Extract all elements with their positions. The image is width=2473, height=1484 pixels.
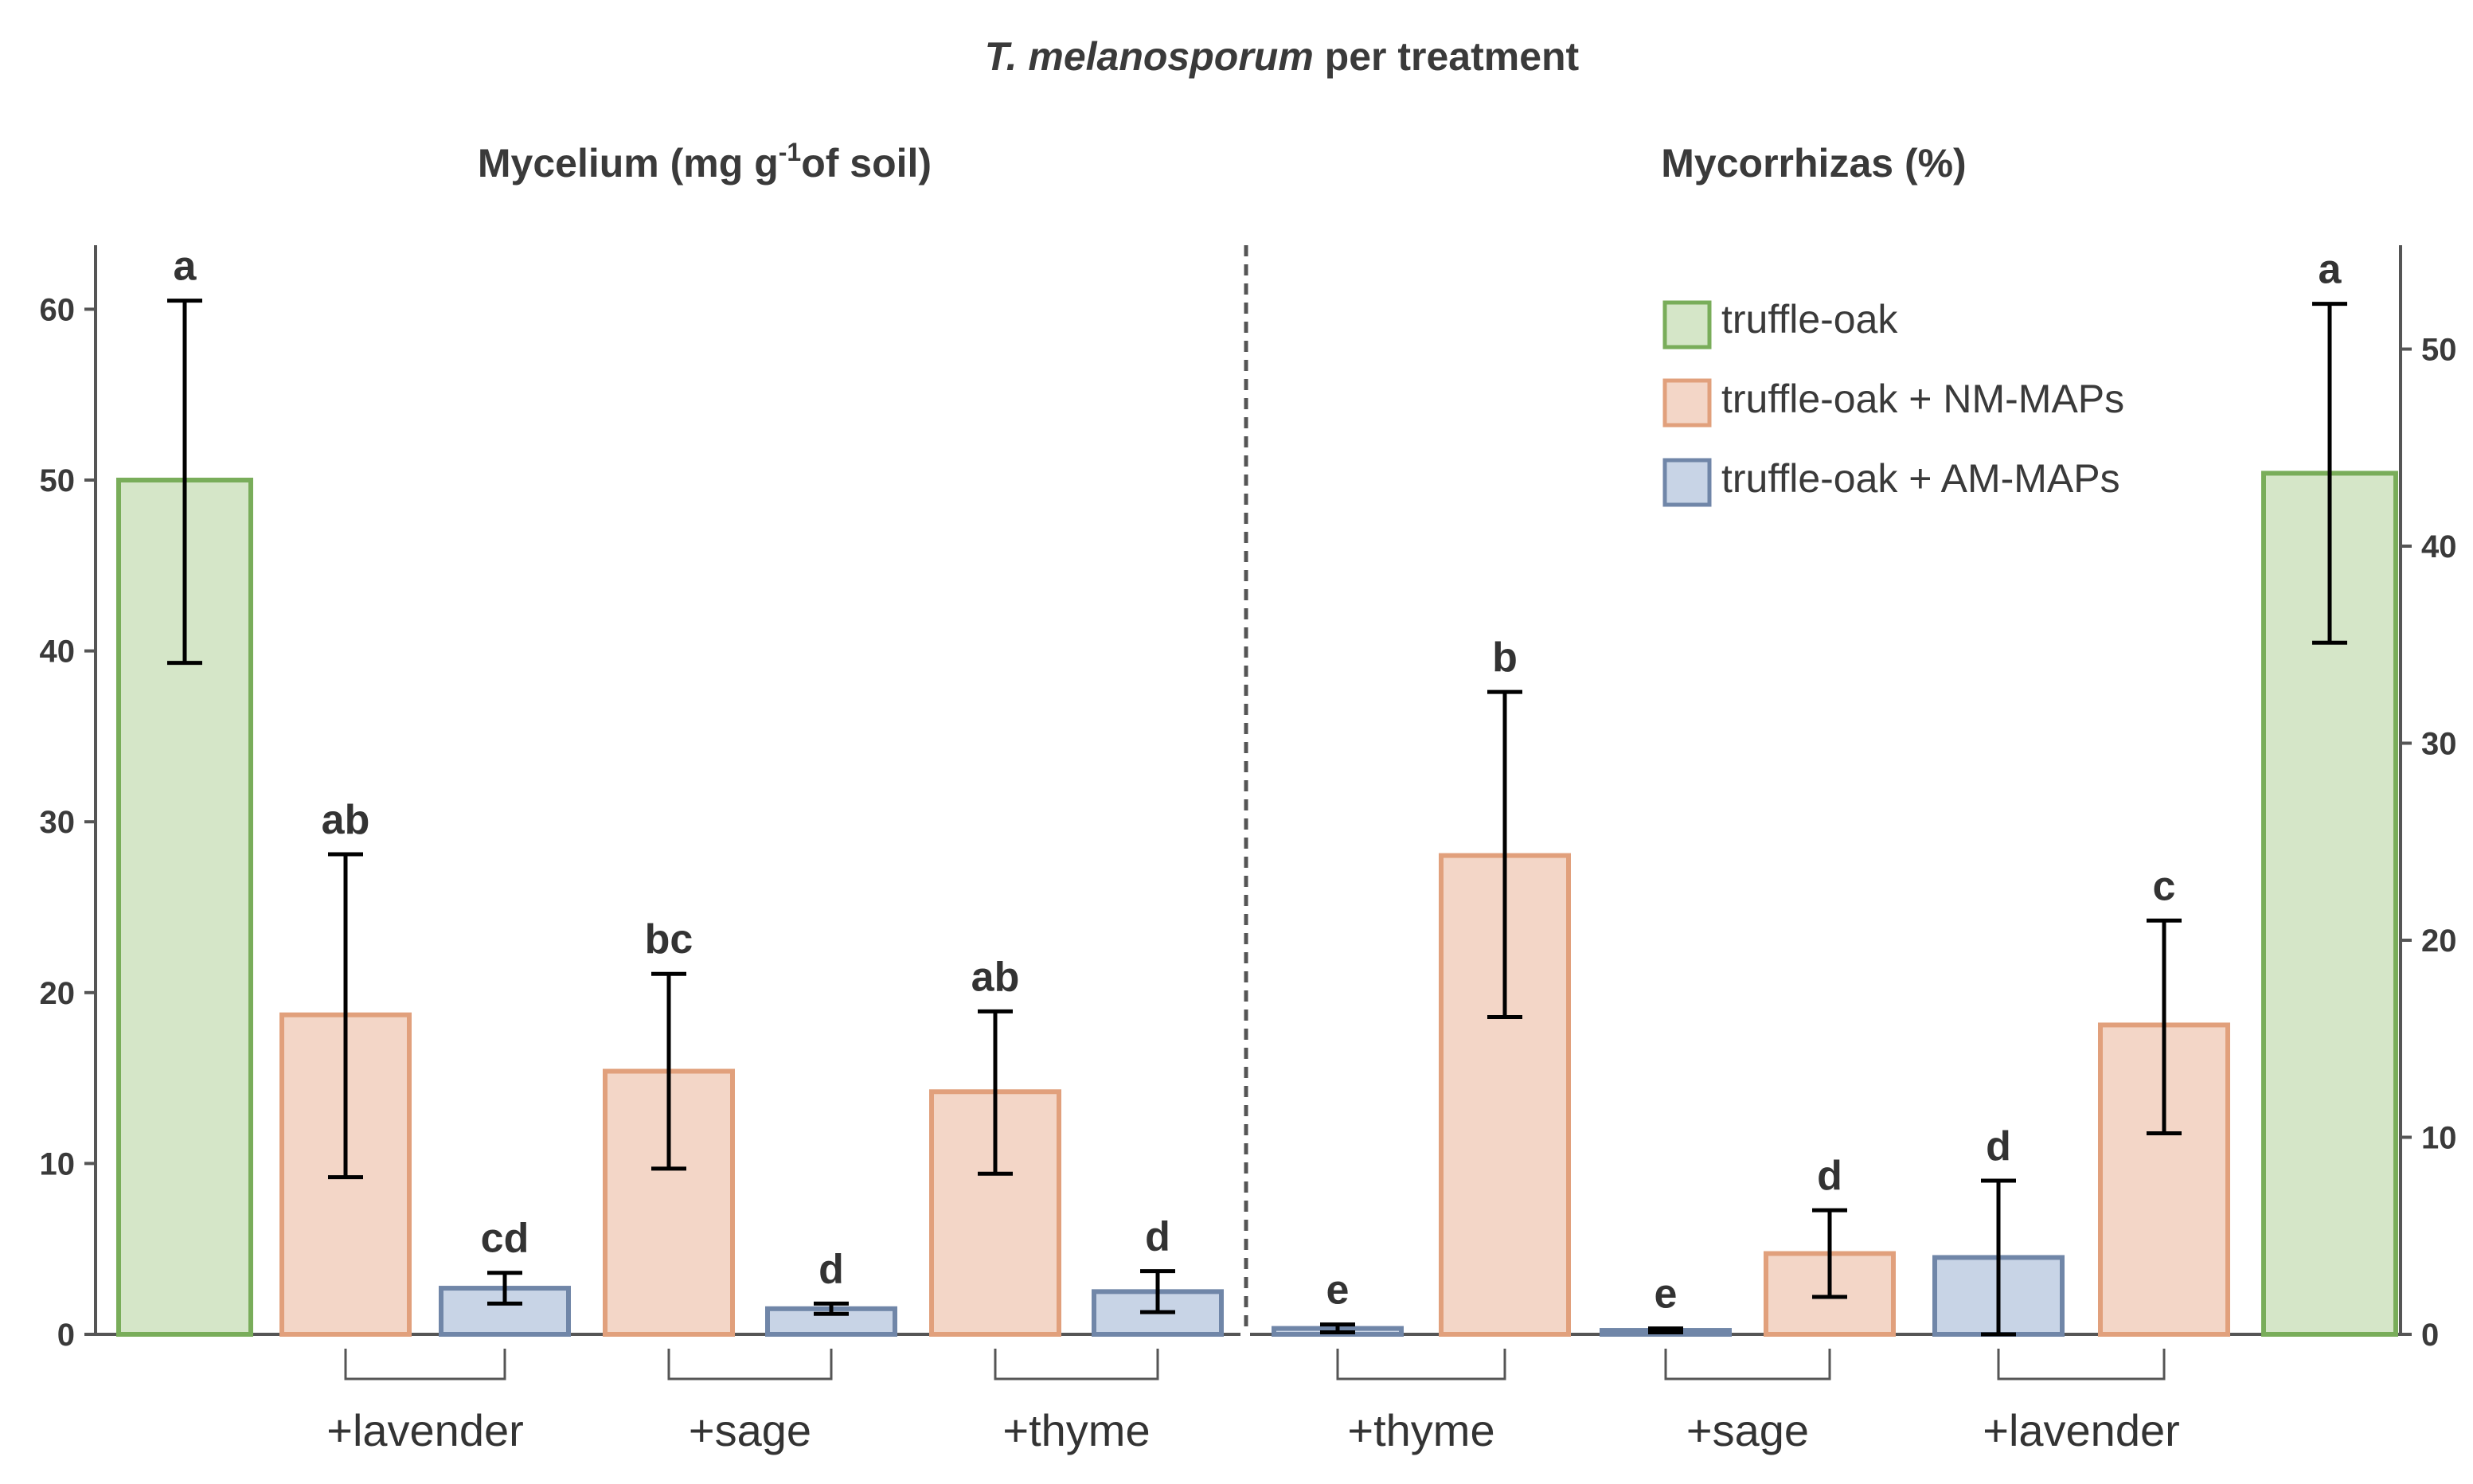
group-label: +lavender bbox=[1983, 1405, 2180, 1455]
group-bracket bbox=[667, 1349, 833, 1381]
left-tick-label: 60 bbox=[40, 292, 76, 327]
significance-letter: c bbox=[2153, 863, 2176, 909]
significance-letter: d bbox=[1986, 1123, 2011, 1170]
group-bracket bbox=[1336, 1349, 1506, 1381]
group-bracket bbox=[1997, 1349, 2166, 1381]
group-label: +sage bbox=[1686, 1405, 1809, 1455]
left-tick-label: 30 bbox=[40, 805, 76, 840]
significance-letter: d bbox=[1817, 1153, 1842, 1199]
significance-letter: d bbox=[818, 1246, 844, 1292]
legend-label-truffle-oak: truffle-oak bbox=[1721, 297, 1898, 342]
legend-swatch-truffle-oak bbox=[1662, 300, 1712, 350]
right-panel-title: Mycorrhizas (%) bbox=[1661, 141, 1966, 186]
left-tick-label: 0 bbox=[57, 1318, 75, 1353]
left-tick-label: 20 bbox=[40, 976, 76, 1011]
significance-letter: d bbox=[1145, 1214, 1170, 1260]
left-panel-title-tail: of soil) bbox=[801, 141, 932, 186]
legend: truffle-oak truffle-oak + NM-MAPs truffl… bbox=[1662, 297, 2124, 507]
legend-swatch-am-maps bbox=[1662, 458, 1712, 507]
significance-letter: e bbox=[1326, 1267, 1350, 1314]
right-tick-label: 20 bbox=[2421, 924, 2457, 959]
left-tick-label: 40 bbox=[40, 635, 76, 670]
right-tick-label: 0 bbox=[2421, 1318, 2439, 1353]
group-label: +thyme bbox=[1347, 1405, 1494, 1455]
significance-letter: bc bbox=[645, 916, 693, 963]
legend-swatch-nm-maps bbox=[1662, 378, 1712, 428]
left-panel-title: Mycelium (mg g-1of soil) bbox=[478, 138, 932, 186]
group-label: +lavender bbox=[326, 1405, 524, 1455]
figure-title-italic: T. melanosporum bbox=[985, 34, 1314, 79]
right-tick-label: 40 bbox=[2421, 529, 2457, 564]
significance-letter: ab bbox=[971, 954, 1020, 1000]
group-label: +thyme bbox=[1002, 1405, 1150, 1455]
significance-letter: a bbox=[2319, 247, 2342, 293]
legend-label-am-maps: truffle-oak + AM-MAPs bbox=[1721, 456, 2120, 501]
significance-letter: b bbox=[1492, 635, 1518, 681]
group-bracket bbox=[344, 1349, 506, 1381]
group-label: +sage bbox=[689, 1405, 811, 1455]
right-tick-label: 30 bbox=[2421, 727, 2457, 762]
right-tick-label: 10 bbox=[2421, 1121, 2457, 1156]
group-brackets-layer: +lavender +sage +thyme +thyme +sage +lavender bbox=[326, 1349, 2180, 1455]
group-bracket bbox=[994, 1349, 1159, 1381]
group-bracket bbox=[1664, 1349, 1831, 1381]
legend-label-nm-maps: truffle-oak + NM-MAPs bbox=[1721, 377, 2124, 421]
right-tick-label: 50 bbox=[2421, 333, 2457, 368]
significance-letter: e bbox=[1655, 1271, 1678, 1318]
significance-letter: cd bbox=[481, 1216, 529, 1262]
significance-letter: a bbox=[174, 244, 197, 290]
significance-letter: ab bbox=[322, 797, 370, 843]
figure-title-rest: per treatment bbox=[1314, 34, 1580, 79]
figure-title: T. melanosporum per treatment bbox=[985, 34, 1580, 79]
left-panel-title-main: Mycelium (mg g bbox=[478, 141, 779, 186]
left-panel-title-sup: -1 bbox=[779, 138, 801, 166]
bars-layer: a ab cd bc d ab d e b e d d c a bbox=[116, 244, 2398, 1338]
left-tick-label: 50 bbox=[40, 463, 76, 498]
left-tick-label: 10 bbox=[40, 1146, 76, 1181]
